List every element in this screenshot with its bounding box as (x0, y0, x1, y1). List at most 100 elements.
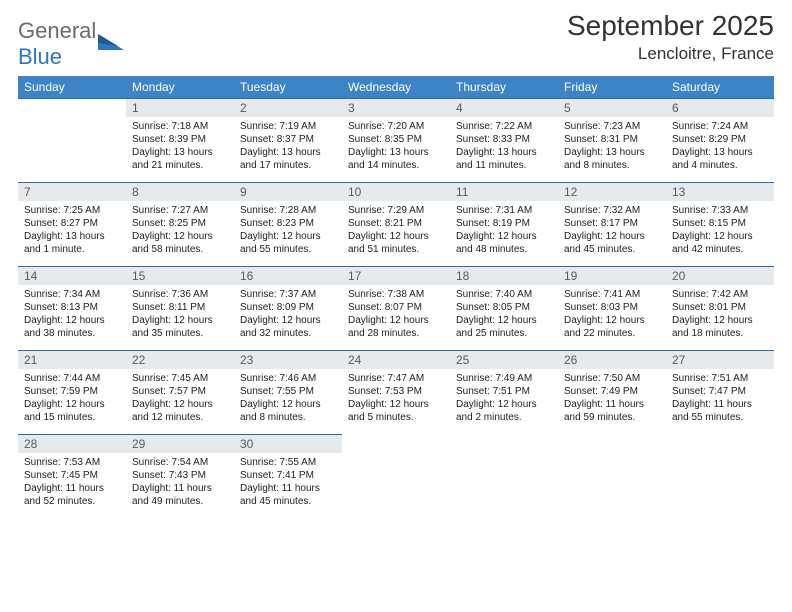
calendar-day-cell: 20Sunrise: 7:42 AMSunset: 8:01 PMDayligh… (666, 267, 774, 351)
day-sunrise: Sunrise: 7:50 AM (564, 372, 660, 385)
day-body: Sunrise: 7:27 AMSunset: 8:25 PMDaylight:… (126, 201, 234, 260)
day-daylight2: and 22 minutes. (564, 327, 660, 340)
day-daylight2: and 2 minutes. (456, 411, 552, 424)
day-sunrise: Sunrise: 7:28 AM (240, 204, 336, 217)
calendar-day-cell: .. (342, 435, 450, 519)
day-sunrise: Sunrise: 7:45 AM (132, 372, 228, 385)
day-daylight2: and 25 minutes. (456, 327, 552, 340)
calendar-week-row: 14Sunrise: 7:34 AMSunset: 8:13 PMDayligh… (18, 267, 774, 351)
day-number: 2 (234, 99, 342, 117)
day-daylight1: Daylight: 12 hours (456, 398, 552, 411)
day-daylight1: Daylight: 12 hours (348, 230, 444, 243)
calendar-day-cell: 8Sunrise: 7:27 AMSunset: 8:25 PMDaylight… (126, 183, 234, 267)
day-number: 26 (558, 351, 666, 369)
day-sunrise: Sunrise: 7:54 AM (132, 456, 228, 469)
calendar-day-cell: 26Sunrise: 7:50 AMSunset: 7:49 PMDayligh… (558, 351, 666, 435)
day-sunset: Sunset: 8:19 PM (456, 217, 552, 230)
day-number: 23 (234, 351, 342, 369)
day-daylight2: and 1 minute. (24, 243, 120, 256)
logo-text: General Blue (18, 18, 96, 70)
logo-triangle-icon (98, 32, 124, 54)
day-sunset: Sunset: 8:05 PM (456, 301, 552, 314)
day-body: Sunrise: 7:29 AMSunset: 8:21 PMDaylight:… (342, 201, 450, 260)
day-number: 17 (342, 267, 450, 285)
day-sunset: Sunset: 8:21 PM (348, 217, 444, 230)
calendar-day-cell: 16Sunrise: 7:37 AMSunset: 8:09 PMDayligh… (234, 267, 342, 351)
day-daylight1: Daylight: 12 hours (672, 314, 768, 327)
day-body: Sunrise: 7:41 AMSunset: 8:03 PMDaylight:… (558, 285, 666, 344)
day-daylight1: Daylight: 12 hours (24, 314, 120, 327)
calendar-day-cell: .. (450, 435, 558, 519)
day-sunrise: Sunrise: 7:22 AM (456, 120, 552, 133)
day-number: 3 (342, 99, 450, 117)
day-daylight2: and 15 minutes. (24, 411, 120, 424)
day-sunrise: Sunrise: 7:33 AM (672, 204, 768, 217)
day-number: 22 (126, 351, 234, 369)
day-sunrise: Sunrise: 7:42 AM (672, 288, 768, 301)
calendar-day-cell: 28Sunrise: 7:53 AMSunset: 7:45 PMDayligh… (18, 435, 126, 519)
day-sunrise: Sunrise: 7:51 AM (672, 372, 768, 385)
day-body: Sunrise: 7:46 AMSunset: 7:55 PMDaylight:… (234, 369, 342, 428)
calendar-day-cell: 29Sunrise: 7:54 AMSunset: 7:43 PMDayligh… (126, 435, 234, 519)
day-body: Sunrise: 7:54 AMSunset: 7:43 PMDaylight:… (126, 453, 234, 512)
calendar-week-row: 7Sunrise: 7:25 AMSunset: 8:27 PMDaylight… (18, 183, 774, 267)
day-sunrise: Sunrise: 7:25 AM (24, 204, 120, 217)
day-daylight2: and 17 minutes. (240, 159, 336, 172)
calendar-day-cell: 11Sunrise: 7:31 AMSunset: 8:19 PMDayligh… (450, 183, 558, 267)
calendar-day-cell: 17Sunrise: 7:38 AMSunset: 8:07 PMDayligh… (342, 267, 450, 351)
day-daylight1: Daylight: 11 hours (24, 482, 120, 495)
day-body: Sunrise: 7:36 AMSunset: 8:11 PMDaylight:… (126, 285, 234, 344)
day-number: 30 (234, 435, 342, 453)
day-number: 9 (234, 183, 342, 201)
calendar-day-cell: 21Sunrise: 7:44 AMSunset: 7:59 PMDayligh… (18, 351, 126, 435)
day-sunset: Sunset: 8:01 PM (672, 301, 768, 314)
day-daylight2: and 55 minutes. (240, 243, 336, 256)
day-sunset: Sunset: 7:47 PM (672, 385, 768, 398)
day-daylight2: and 51 minutes. (348, 243, 444, 256)
day-body: Sunrise: 7:31 AMSunset: 8:19 PMDaylight:… (450, 201, 558, 260)
logo-word2: Blue (18, 44, 62, 69)
day-sunset: Sunset: 8:31 PM (564, 133, 660, 146)
weekday-header: Thursday (450, 76, 558, 99)
month-title: September 2025 (567, 10, 774, 42)
day-daylight2: and 11 minutes. (456, 159, 552, 172)
day-daylight2: and 55 minutes. (672, 411, 768, 424)
day-daylight2: and 8 minutes. (240, 411, 336, 424)
calendar-day-cell: 7Sunrise: 7:25 AMSunset: 8:27 PMDaylight… (18, 183, 126, 267)
day-daylight2: and 52 minutes. (24, 495, 120, 508)
calendar-week-row: 28Sunrise: 7:53 AMSunset: 7:45 PMDayligh… (18, 435, 774, 519)
day-sunset: Sunset: 8:33 PM (456, 133, 552, 146)
calendar-day-cell: 3Sunrise: 7:20 AMSunset: 8:35 PMDaylight… (342, 99, 450, 183)
logo-word1: General (18, 18, 96, 43)
day-sunrise: Sunrise: 7:18 AM (132, 120, 228, 133)
day-sunrise: Sunrise: 7:24 AM (672, 120, 768, 133)
day-sunrise: Sunrise: 7:53 AM (24, 456, 120, 469)
day-body: Sunrise: 7:24 AMSunset: 8:29 PMDaylight:… (666, 117, 774, 176)
day-sunrise: Sunrise: 7:20 AM (348, 120, 444, 133)
day-sunrise: Sunrise: 7:44 AM (24, 372, 120, 385)
day-body: Sunrise: 7:47 AMSunset: 7:53 PMDaylight:… (342, 369, 450, 428)
day-sunset: Sunset: 8:09 PM (240, 301, 336, 314)
day-daylight1: Daylight: 12 hours (132, 230, 228, 243)
day-number: 19 (558, 267, 666, 285)
day-daylight2: and 38 minutes. (24, 327, 120, 340)
calendar-day-cell: 5Sunrise: 7:23 AMSunset: 8:31 PMDaylight… (558, 99, 666, 183)
day-body: Sunrise: 7:53 AMSunset: 7:45 PMDaylight:… (18, 453, 126, 512)
weekday-header: Wednesday (342, 76, 450, 99)
calendar-week-row: ..1Sunrise: 7:18 AMSunset: 8:39 PMDaylig… (18, 99, 774, 183)
day-daylight2: and 58 minutes. (132, 243, 228, 256)
day-sunset: Sunset: 8:11 PM (132, 301, 228, 314)
day-sunrise: Sunrise: 7:34 AM (24, 288, 120, 301)
day-sunrise: Sunrise: 7:32 AM (564, 204, 660, 217)
day-daylight1: Daylight: 12 hours (348, 314, 444, 327)
day-daylight2: and 45 minutes. (240, 495, 336, 508)
day-body: Sunrise: 7:25 AMSunset: 8:27 PMDaylight:… (18, 201, 126, 260)
day-body: Sunrise: 7:42 AMSunset: 8:01 PMDaylight:… (666, 285, 774, 344)
day-daylight2: and 48 minutes. (456, 243, 552, 256)
day-daylight2: and 21 minutes. (132, 159, 228, 172)
day-sunrise: Sunrise: 7:38 AM (348, 288, 444, 301)
weekday-header: Friday (558, 76, 666, 99)
day-number: 5 (558, 99, 666, 117)
day-sunset: Sunset: 7:43 PM (132, 469, 228, 482)
day-number: 20 (666, 267, 774, 285)
